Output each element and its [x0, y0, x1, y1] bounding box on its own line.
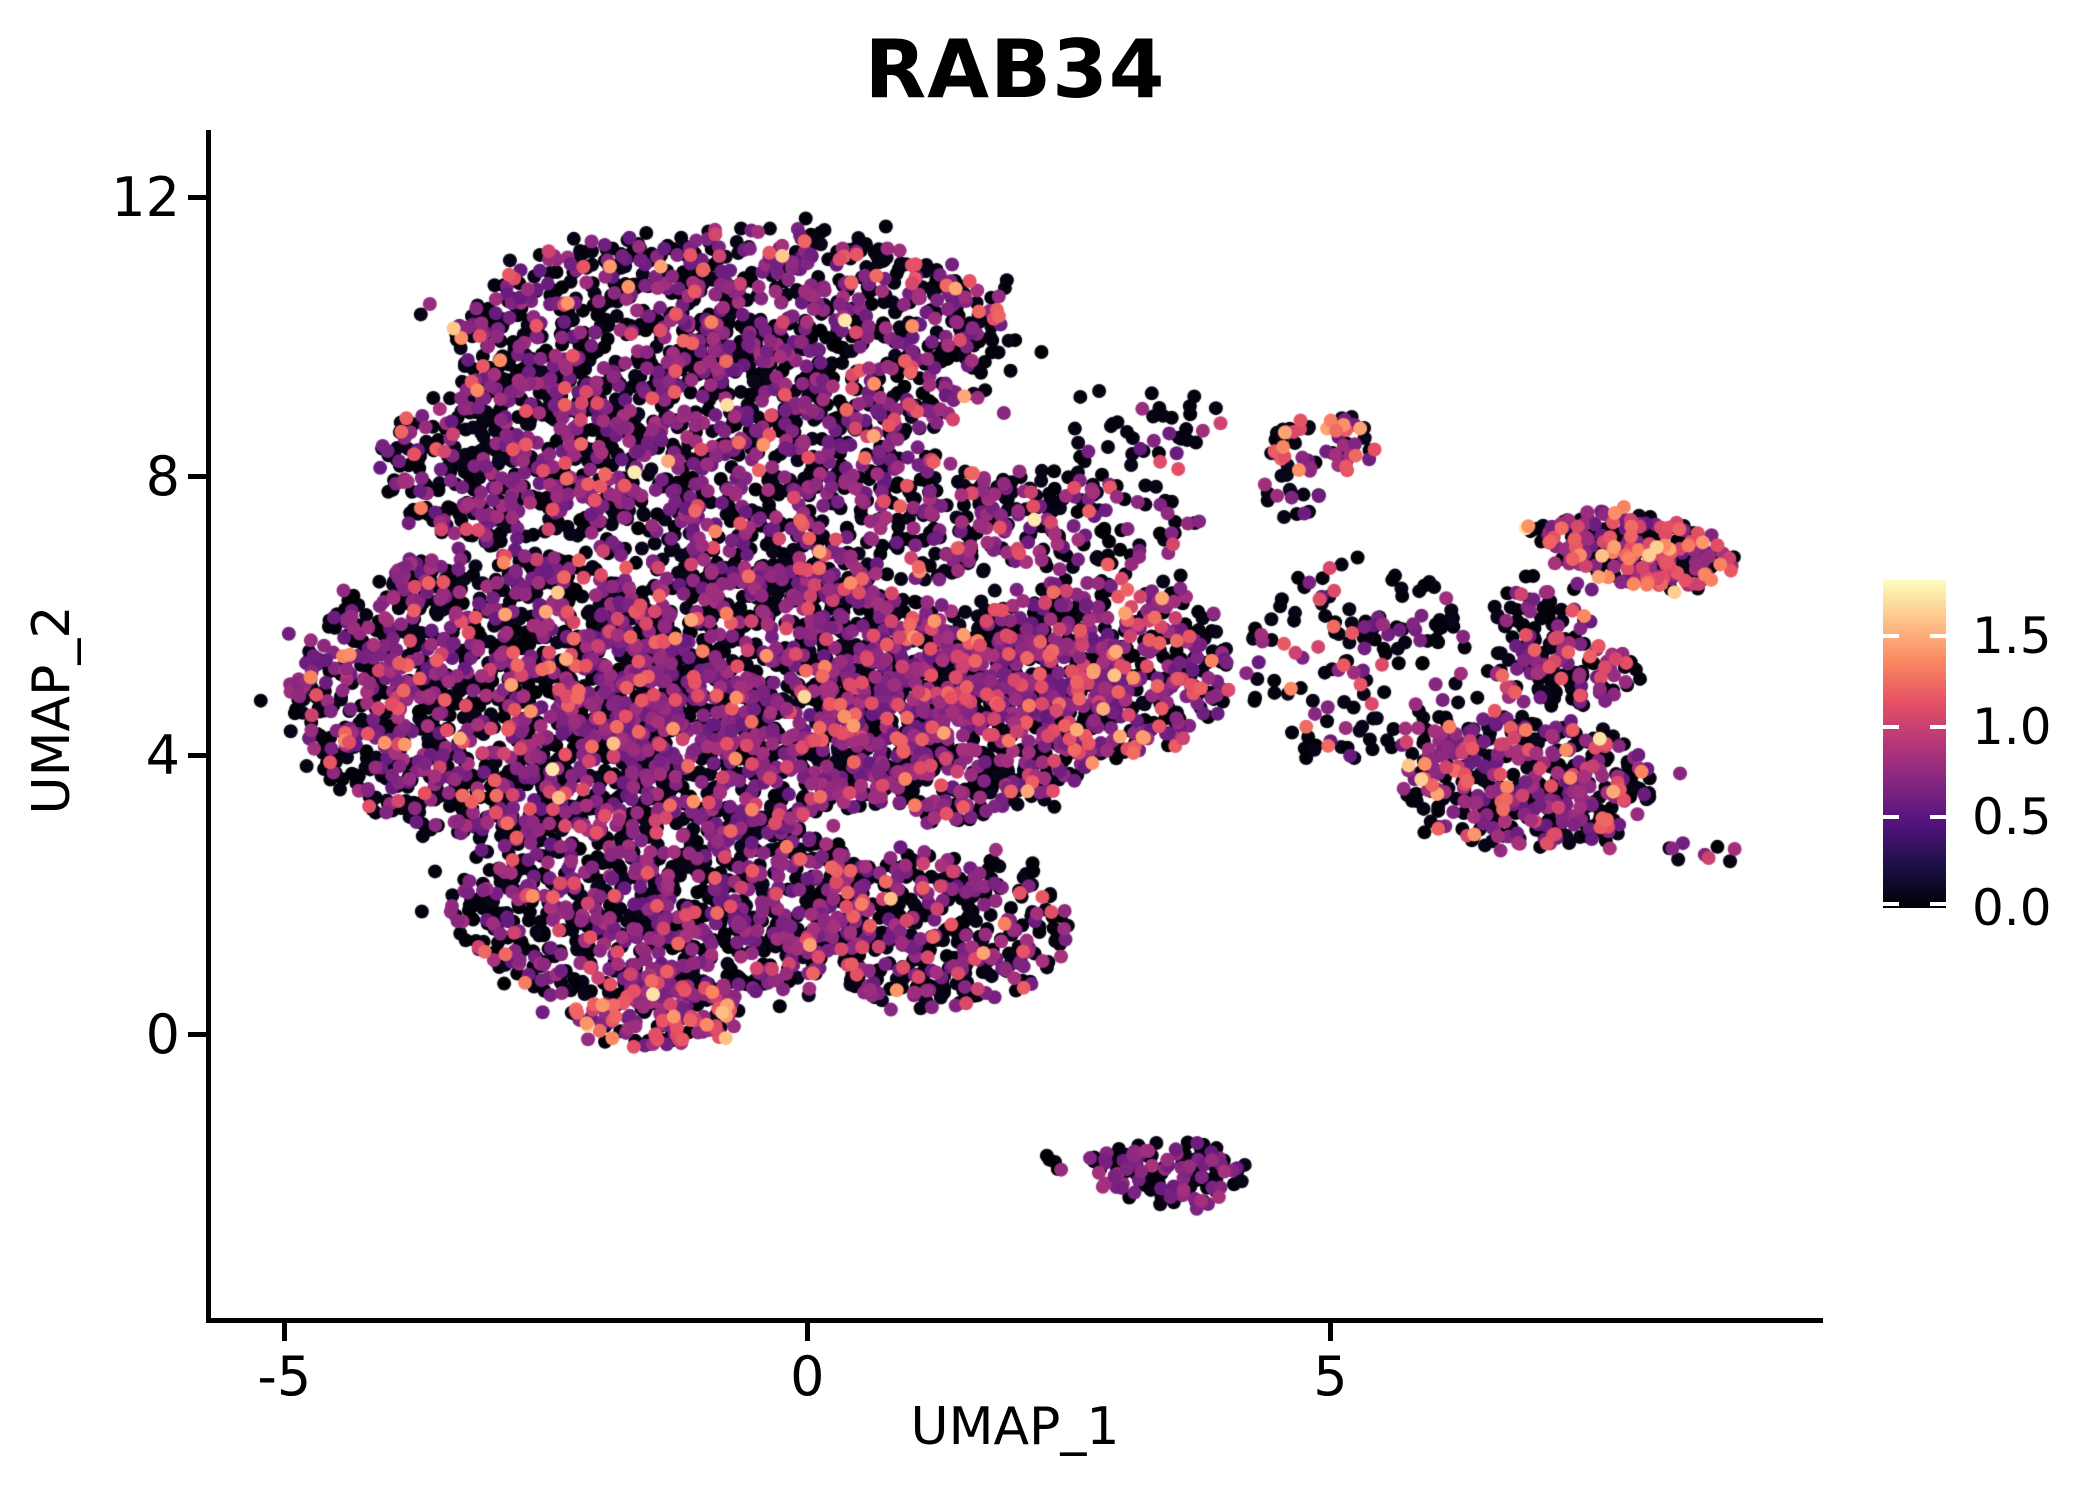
y-tick-mark: [188, 753, 206, 759]
x-tick-mark: [281, 1323, 287, 1341]
colorbar-tick-label: 0.0: [1972, 879, 2052, 937]
colorbar-tick-mark: [1883, 724, 1899, 729]
x-tick-label: -5: [257, 1345, 312, 1408]
colorbar-tick-mark: [1930, 902, 1946, 906]
y-tick-label: 0: [145, 1002, 180, 1066]
y-tick-label: 12: [111, 165, 180, 229]
x-tick-label: 5: [1313, 1345, 1348, 1408]
colorbar-tick-label: 0.5: [1972, 788, 2052, 847]
y-tick-mark: [188, 1032, 206, 1038]
scatter-canvas: [210, 130, 1820, 1318]
colorbar-gradient: [1883, 580, 1946, 908]
colorbar-tick-mark: [1883, 815, 1899, 820]
x-tick-label: 0: [790, 1345, 825, 1408]
colorbar-tick-label: 1.0: [1972, 697, 2052, 756]
colorbar-tick-mark: [1930, 815, 1946, 820]
colorbar: [1883, 580, 1946, 908]
x-axis-line: [206, 1318, 1823, 1323]
colorbar-tick-mark: [1930, 634, 1946, 639]
colorbar-tick-mark: [1883, 634, 1899, 639]
y-tick-label: 4: [145, 723, 180, 787]
colorbar-tick-mark: [1930, 724, 1946, 729]
y-tick-mark: [188, 474, 206, 480]
y-tick-label: 8: [145, 444, 180, 508]
plot-title: RAB34: [864, 23, 1166, 116]
colorbar-tick-label: 1.5: [1972, 607, 2052, 666]
x-axis-label: UMAP_1: [910, 1397, 1120, 1457]
y-axis-label: UMAP_2: [22, 605, 82, 815]
y-axis-line: [206, 130, 211, 1323]
x-tick-mark: [1327, 1323, 1333, 1341]
x-tick-mark: [804, 1323, 810, 1341]
plot-area: [210, 130, 1820, 1318]
colorbar-tick-mark: [1883, 902, 1899, 906]
y-tick-mark: [188, 195, 206, 201]
